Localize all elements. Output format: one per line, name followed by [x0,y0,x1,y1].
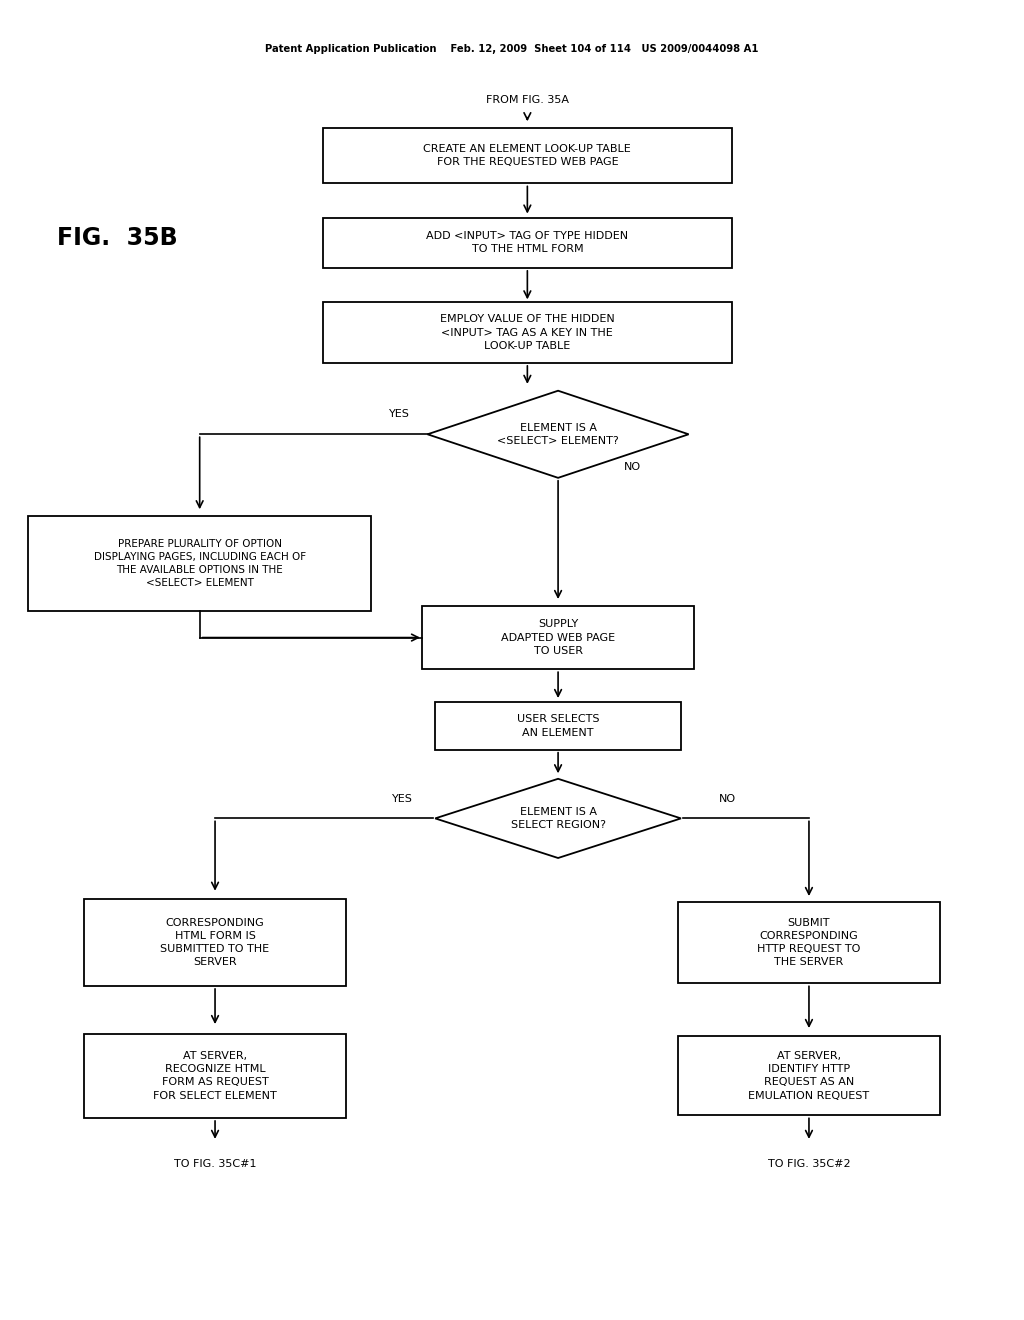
Text: TO FIG. 35C#2: TO FIG. 35C#2 [768,1159,850,1170]
Text: AT SERVER,
RECOGNIZE HTML
FORM AS REQUEST
FOR SELECT ELEMENT: AT SERVER, RECOGNIZE HTML FORM AS REQUES… [154,1051,276,1101]
Text: AT SERVER,
IDENTIFY HTTP
REQUEST AS AN
EMULATION REQUEST: AT SERVER, IDENTIFY HTTP REQUEST AS AN E… [749,1051,869,1101]
Text: Patent Application Publication    Feb. 12, 2009  Sheet 104 of 114   US 2009/0044: Patent Application Publication Feb. 12, … [265,44,759,54]
Polygon shape [435,779,681,858]
FancyBboxPatch shape [28,516,372,611]
Text: PREPARE PLURALITY OF OPTION
DISPLAYING PAGES, INCLUDING EACH OF
THE AVAILABLE OP: PREPARE PLURALITY OF OPTION DISPLAYING P… [93,539,306,589]
Text: USER SELECTS
AN ELEMENT: USER SELECTS AN ELEMENT [517,714,599,738]
FancyBboxPatch shape [423,606,694,669]
Text: CREATE AN ELEMENT LOOK-UP TABLE
FOR THE REQUESTED WEB PAGE: CREATE AN ELEMENT LOOK-UP TABLE FOR THE … [424,144,631,168]
FancyBboxPatch shape [84,899,346,986]
FancyBboxPatch shape [84,1034,346,1118]
Text: ELEMENT IS A
<SELECT> ELEMENT?: ELEMENT IS A <SELECT> ELEMENT? [498,422,618,446]
FancyBboxPatch shape [679,902,940,983]
FancyBboxPatch shape [323,218,732,268]
Text: FROM FIG. 35A: FROM FIG. 35A [485,95,569,106]
Text: CORRESPONDING
HTML FORM IS
SUBMITTED TO THE
SERVER: CORRESPONDING HTML FORM IS SUBMITTED TO … [161,917,269,968]
Text: ELEMENT IS A
SELECT REGION?: ELEMENT IS A SELECT REGION? [511,807,605,830]
Text: YES: YES [392,793,413,804]
FancyBboxPatch shape [435,702,681,750]
Text: YES: YES [389,409,410,420]
Text: EMPLOY VALUE OF THE HIDDEN
<INPUT> TAG AS A KEY IN THE
LOOK-UP TABLE: EMPLOY VALUE OF THE HIDDEN <INPUT> TAG A… [440,314,614,351]
Text: TO FIG. 35C#1: TO FIG. 35C#1 [174,1159,256,1170]
Text: ADD <INPUT> TAG OF TYPE HIDDEN
TO THE HTML FORM: ADD <INPUT> TAG OF TYPE HIDDEN TO THE HT… [426,231,629,255]
FancyBboxPatch shape [323,128,732,183]
Polygon shape [428,391,689,478]
Text: FIG.  35B: FIG. 35B [57,226,178,249]
Text: SUPPLY
ADAPTED WEB PAGE
TO USER: SUPPLY ADAPTED WEB PAGE TO USER [501,619,615,656]
Text: SUBMIT
CORRESPONDING
HTTP REQUEST TO
THE SERVER: SUBMIT CORRESPONDING HTTP REQUEST TO THE… [758,917,860,968]
FancyBboxPatch shape [323,302,732,363]
Text: NO: NO [625,462,641,473]
Text: NO: NO [719,793,735,804]
FancyBboxPatch shape [679,1036,940,1115]
